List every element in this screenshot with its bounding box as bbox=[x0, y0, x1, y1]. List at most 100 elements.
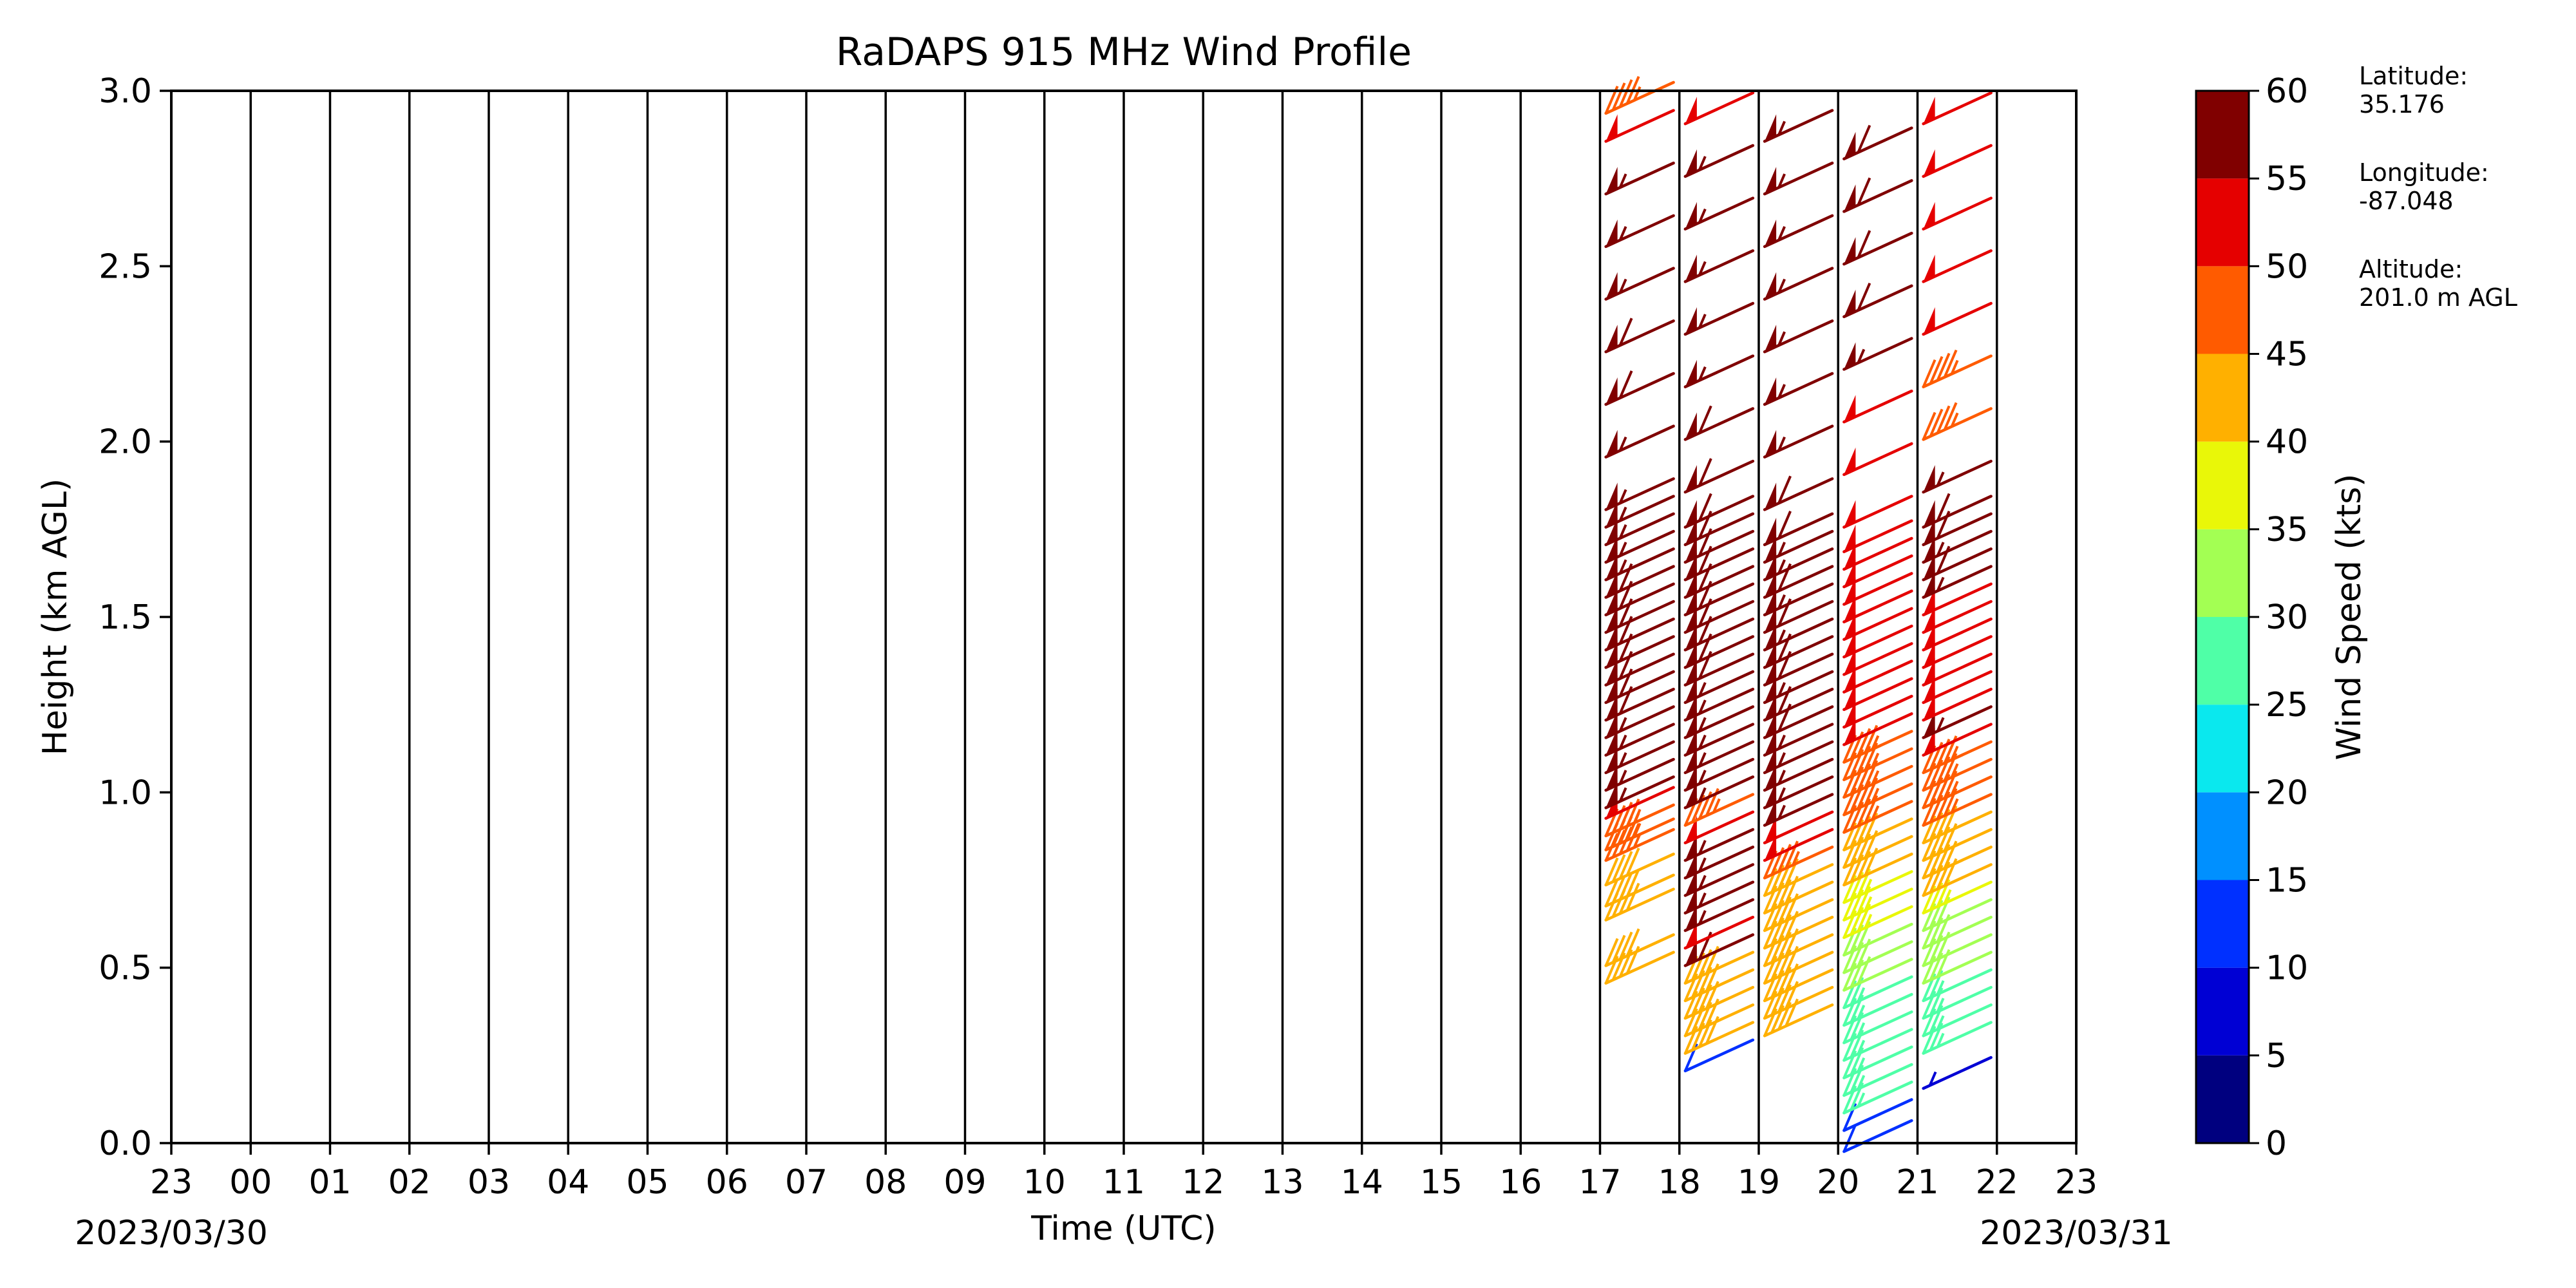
wind-barb bbox=[1604, 267, 1675, 301]
barb-staff bbox=[1922, 249, 1993, 283]
wind-barb bbox=[1922, 349, 1993, 388]
barb-half-flag bbox=[1618, 559, 1627, 574]
barb-half-flag bbox=[1698, 208, 1707, 223]
barb-flag bbox=[1611, 875, 1626, 904]
barb-staff bbox=[1683, 91, 1755, 126]
x-tick-label: 23 bbox=[2055, 1163, 2098, 1202]
x-axis-ticks: 23 00 01 02 03 04 05 06 07 08 09 10 11 12 13 14 15 16 17 18… bbox=[150, 1143, 2098, 1202]
barb-staff bbox=[1604, 786, 1675, 820]
barb-half-flag bbox=[1712, 798, 1721, 813]
wind-barb bbox=[1842, 337, 1913, 371]
wind-barb bbox=[1683, 405, 1755, 441]
barb-staff bbox=[1683, 793, 1755, 827]
barb-flag bbox=[1618, 79, 1633, 108]
colorbar: 0 5 10 15 20 25 30 35 40 45 50 55 60 bbox=[2195, 72, 2308, 1163]
barb-staff bbox=[1842, 495, 1913, 529]
barb-pennant bbox=[1844, 237, 1856, 265]
barb-pennant bbox=[1765, 377, 1777, 404]
barb-staff bbox=[1842, 905, 1913, 940]
barb-half-flag bbox=[1618, 542, 1627, 556]
barb-staff bbox=[1604, 565, 1675, 599]
barb-pennant bbox=[1923, 149, 1935, 176]
colorbar-segment bbox=[2196, 91, 2249, 179]
barb-staff bbox=[1604, 529, 1675, 564]
barb-flag bbox=[1943, 402, 1958, 431]
barb-half-flag bbox=[1698, 910, 1707, 925]
barb-pennant bbox=[1685, 254, 1697, 282]
y-tick-label: 1.5 bbox=[99, 598, 152, 637]
barb-half-flag bbox=[1864, 913, 1873, 929]
barb-half-flag bbox=[1777, 278, 1786, 294]
barb-staff bbox=[1763, 635, 1834, 669]
barb-pennant bbox=[1605, 658, 1618, 685]
barb-half-flag bbox=[1864, 878, 1873, 894]
wind-barb bbox=[1922, 858, 1993, 897]
barb-staff bbox=[1922, 951, 1993, 985]
barb-flag bbox=[1857, 177, 1871, 206]
barb-staff bbox=[1763, 1003, 1834, 1037]
barb-staff bbox=[1683, 249, 1755, 283]
barb-flag bbox=[1604, 878, 1619, 907]
barb-half-flag bbox=[1777, 752, 1786, 767]
barb-staff bbox=[1683, 196, 1755, 231]
wind-barb bbox=[1842, 230, 1913, 266]
barb-staff bbox=[1842, 572, 1913, 606]
barb-staff bbox=[1604, 424, 1675, 459]
barb-half-flag bbox=[1936, 998, 1945, 1012]
barb-half-flag bbox=[1618, 489, 1627, 504]
barb-staff bbox=[1763, 775, 1834, 810]
barb-staff bbox=[1922, 863, 1993, 897]
barb-staff bbox=[1763, 670, 1834, 705]
barb-half-flag bbox=[1618, 226, 1627, 241]
colorbar-tick-label: 35 bbox=[2266, 511, 2308, 549]
barb-flag bbox=[1618, 317, 1633, 346]
barb-staff bbox=[1922, 1021, 1993, 1055]
barb-staff bbox=[1683, 495, 1755, 529]
x-tick-label: 12 bbox=[1182, 1163, 1224, 1202]
barb-flag bbox=[1618, 931, 1633, 960]
barb-half-flag bbox=[1936, 980, 1945, 995]
barb-flag bbox=[1618, 370, 1633, 399]
wind-barb bbox=[1763, 267, 1834, 301]
x-tick-label: 06 bbox=[706, 1163, 748, 1202]
altitude-label: Altitude: bbox=[2359, 255, 2463, 283]
barb-staff bbox=[1842, 389, 1913, 424]
barb-flag bbox=[1922, 359, 1937, 388]
barb-pennant bbox=[1844, 395, 1856, 422]
colorbar-segment bbox=[2196, 617, 2249, 705]
barb-half-flag bbox=[1936, 471, 1945, 486]
barb-half-flag bbox=[1777, 384, 1786, 399]
wind-barb bbox=[1604, 161, 1675, 196]
wind-barb bbox=[1604, 370, 1675, 406]
barb-staff bbox=[1842, 800, 1913, 834]
wind-barb bbox=[1683, 91, 1755, 126]
barb-half-flag bbox=[1777, 804, 1786, 820]
barb-staff bbox=[1683, 846, 1755, 880]
barb-staff bbox=[1604, 372, 1675, 406]
barb-staff bbox=[1683, 898, 1755, 933]
colorbar-segment bbox=[2196, 178, 2249, 267]
barb-half-flag bbox=[1857, 1022, 1866, 1037]
barb-staff bbox=[1763, 863, 1834, 897]
barb-staff bbox=[1763, 705, 1834, 739]
x-tick-label: 03 bbox=[468, 1163, 510, 1202]
wind-barb bbox=[1683, 354, 1755, 388]
site-latitude: Latitude: 35.176 bbox=[2359, 62, 2571, 118]
x-tick-label: 20 bbox=[1817, 1163, 1859, 1202]
wind-barb bbox=[1922, 1056, 1993, 1090]
barb-pennant bbox=[1844, 131, 1856, 159]
barb-half-flag bbox=[1698, 699, 1707, 714]
barb-staff bbox=[1763, 880, 1834, 914]
barb-half-flag bbox=[1871, 788, 1880, 802]
barb-staff bbox=[1763, 512, 1834, 547]
barb-pennant bbox=[1605, 272, 1618, 299]
barb-staff bbox=[1604, 495, 1675, 529]
barb-pennant bbox=[1765, 325, 1777, 352]
wind-barb bbox=[1604, 214, 1675, 249]
barb-staff bbox=[1922, 495, 1993, 529]
wind-barb bbox=[1922, 91, 1993, 126]
barb-flag bbox=[1929, 408, 1944, 437]
barb-pennant bbox=[1923, 465, 1935, 493]
barb-half-flag bbox=[1857, 987, 1866, 1002]
barb-staff bbox=[1683, 600, 1755, 634]
